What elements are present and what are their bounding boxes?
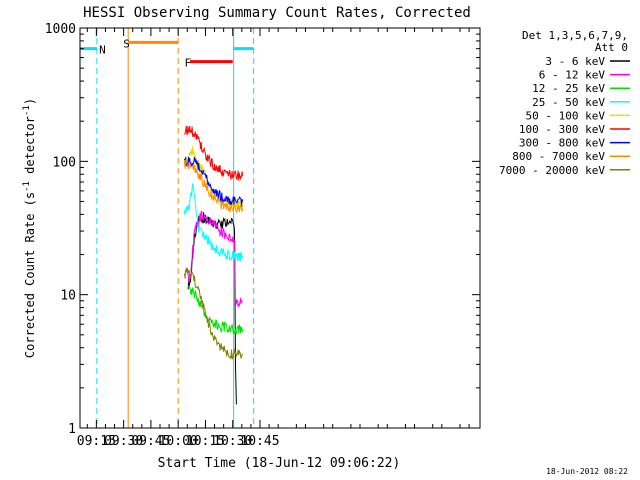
footer-timestamp: 18-Jun-2012 08:22	[546, 467, 628, 476]
plot-frame	[79, 27, 481, 429]
data-series	[184, 125, 244, 405]
annotation-label-n: N	[99, 44, 106, 57]
legend-label: 7000 - 20000 keV	[499, 164, 605, 177]
legend-label: 6 - 12 keV	[539, 69, 606, 82]
x-tick-label: 10:30	[213, 434, 252, 449]
legend-label: 12 - 25 keV	[532, 82, 605, 95]
legend-label: 3 - 6 keV	[545, 55, 605, 68]
y-axis-label-sup1: -1	[22, 181, 32, 192]
y-tick-label: 10	[60, 289, 76, 304]
legend-label: 300 - 800 keV	[519, 137, 605, 150]
y-tick-label: 100	[53, 155, 76, 170]
x-tick-label: 09:15	[77, 434, 116, 449]
legend-label: 800 - 7000 keV	[512, 150, 605, 163]
y-axis-label-main: Corrected Count Rate (s	[23, 192, 37, 358]
y-axis-label-mid: detector	[23, 116, 37, 181]
series-line	[187, 285, 244, 335]
y-tick-label: 1000	[45, 22, 76, 37]
annotation-label-s: S	[123, 37, 130, 50]
legend-header-detectors: Det 1,3,5,6,7,9,	[522, 29, 628, 42]
x-tick-label: 09:30	[104, 434, 143, 449]
x-tick-label: 10:45	[240, 434, 279, 449]
series-line	[184, 267, 244, 360]
y-tick-label: 1	[68, 422, 76, 437]
x-tick-label: 09:45	[131, 434, 170, 449]
annotation-label-f: F	[185, 57, 192, 70]
legend-label: 25 - 50 keV	[532, 96, 605, 109]
legend-header-attenuator: Att 0	[595, 41, 628, 54]
x-tick-label: 10:00	[159, 434, 198, 449]
observing-annotations: N S F	[79, 28, 255, 428]
x-tick-label: 10:15	[186, 434, 225, 449]
series-line	[184, 183, 244, 262]
y-axis-label-end: )	[23, 98, 37, 105]
y-axis-label-sup2: -1	[22, 105, 32, 116]
legend-label: 50 - 100 keV	[526, 109, 606, 122]
chart-title: HESSI Observing Summary Count Rates, Cor…	[83, 5, 471, 21]
y-axis-label: Corrected Count Rate (s-1 detector-1)	[22, 98, 37, 358]
series-line	[184, 156, 244, 207]
x-axis-label: Start Time (18-Jun-12 09:06:22)	[158, 456, 401, 471]
series-line	[187, 210, 243, 308]
series-line	[184, 125, 244, 181]
legend-label: 100 - 300 keV	[519, 123, 605, 136]
series-line	[184, 159, 244, 214]
series-line	[187, 212, 237, 405]
